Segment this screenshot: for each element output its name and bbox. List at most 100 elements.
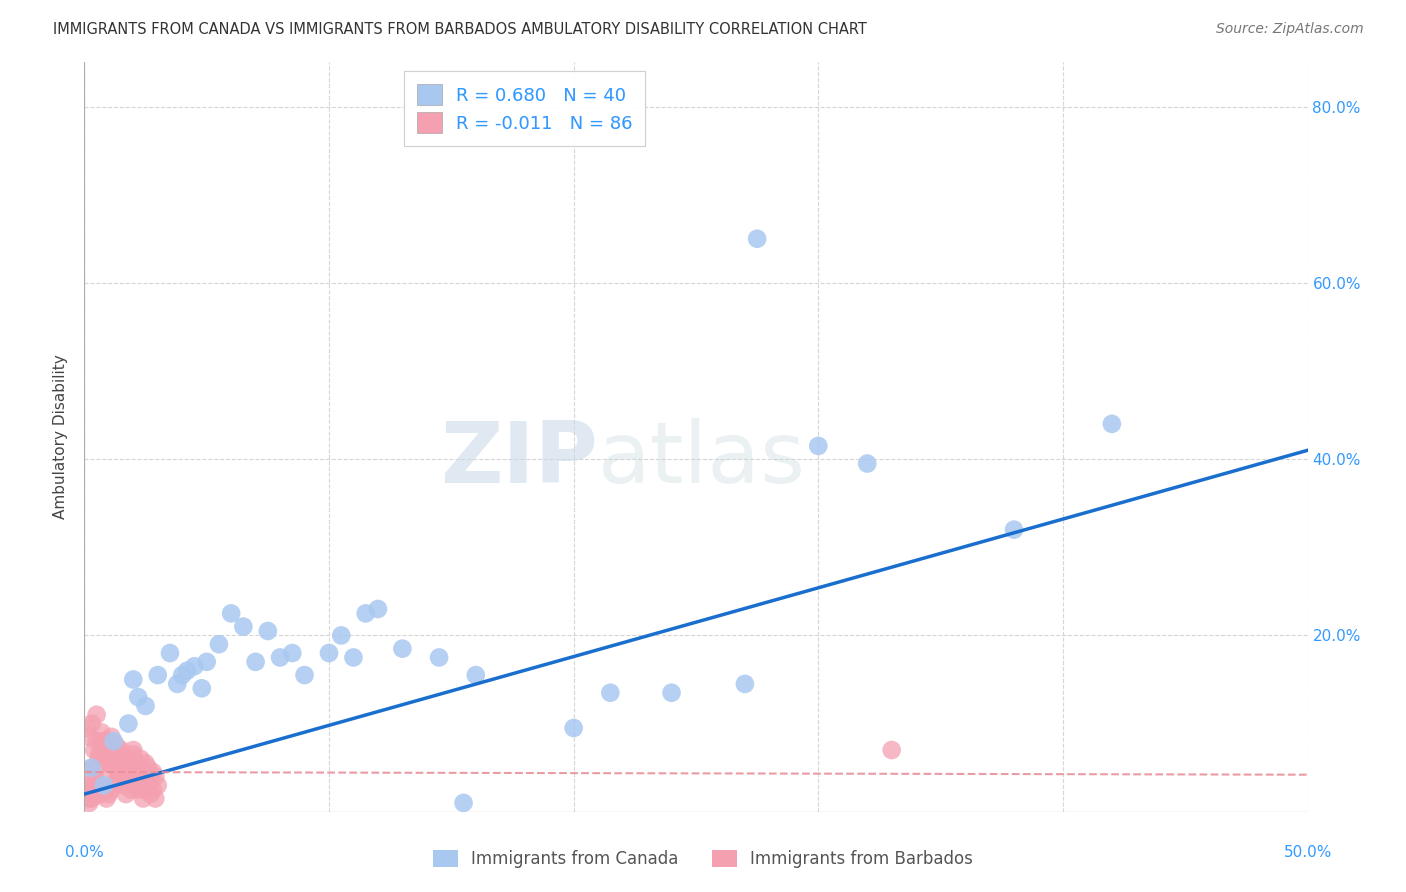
Point bbox=[127, 782, 149, 797]
Point bbox=[100, 782, 122, 797]
Point bbox=[117, 752, 139, 766]
Text: 50.0%: 50.0% bbox=[1284, 846, 1331, 861]
Point bbox=[86, 734, 108, 748]
Point bbox=[136, 778, 159, 792]
Point bbox=[120, 782, 142, 797]
Point bbox=[747, 232, 769, 246]
Point bbox=[232, 619, 254, 633]
Y-axis label: Ambulatory Disability: Ambulatory Disability bbox=[53, 355, 69, 519]
Point bbox=[83, 743, 105, 757]
Point bbox=[77, 796, 100, 810]
Point bbox=[77, 730, 100, 744]
Point bbox=[73, 782, 96, 797]
Point bbox=[77, 787, 100, 801]
Point bbox=[86, 773, 108, 788]
Point bbox=[562, 721, 585, 735]
Point bbox=[96, 752, 118, 766]
Point bbox=[83, 787, 105, 801]
Point bbox=[661, 686, 683, 700]
Point bbox=[100, 730, 122, 744]
Point bbox=[117, 752, 139, 766]
Point bbox=[856, 457, 879, 471]
Point bbox=[183, 659, 205, 673]
Point bbox=[117, 773, 139, 788]
Point bbox=[1101, 417, 1123, 431]
Point bbox=[107, 769, 129, 783]
Point bbox=[427, 650, 450, 665]
Point bbox=[120, 769, 142, 783]
Point bbox=[80, 769, 103, 783]
Point bbox=[110, 765, 132, 780]
Point bbox=[318, 646, 340, 660]
Point bbox=[367, 602, 389, 616]
Point bbox=[110, 747, 132, 762]
Point bbox=[93, 782, 115, 797]
Point bbox=[269, 650, 291, 665]
Point bbox=[86, 707, 108, 722]
Point bbox=[120, 765, 142, 780]
Point bbox=[76, 721, 98, 735]
Point bbox=[115, 787, 138, 801]
Text: atlas: atlas bbox=[598, 418, 806, 501]
Text: IMMIGRANTS FROM CANADA VS IMMIGRANTS FROM BARBADOS AMBULATORY DISABILITY CORRELA: IMMIGRANTS FROM CANADA VS IMMIGRANTS FRO… bbox=[53, 22, 868, 37]
Point bbox=[80, 782, 103, 797]
Legend: Immigrants from Canada, Immigrants from Barbados: Immigrants from Canada, Immigrants from … bbox=[426, 843, 980, 875]
Point bbox=[176, 664, 198, 678]
Point bbox=[125, 778, 148, 792]
Point bbox=[142, 782, 165, 797]
Point bbox=[103, 752, 125, 766]
Point bbox=[93, 778, 115, 792]
Point bbox=[97, 787, 120, 801]
Point bbox=[143, 769, 166, 783]
Point bbox=[86, 761, 108, 775]
Point bbox=[208, 637, 231, 651]
Point bbox=[159, 646, 181, 660]
Point bbox=[146, 778, 169, 792]
Point bbox=[354, 607, 377, 621]
Point bbox=[146, 668, 169, 682]
Point bbox=[122, 769, 145, 783]
Point bbox=[122, 743, 145, 757]
Point bbox=[115, 769, 138, 783]
Point bbox=[80, 761, 103, 775]
Point bbox=[87, 778, 110, 792]
Point bbox=[122, 747, 145, 762]
Point bbox=[83, 778, 105, 792]
Point bbox=[135, 782, 157, 797]
Point bbox=[139, 769, 162, 783]
Point bbox=[97, 769, 120, 783]
Point bbox=[129, 778, 152, 792]
Point bbox=[107, 761, 129, 775]
Point bbox=[807, 439, 830, 453]
Point bbox=[135, 756, 157, 771]
Point bbox=[330, 628, 353, 642]
Point bbox=[219, 607, 242, 621]
Point bbox=[734, 677, 756, 691]
Point bbox=[112, 778, 135, 792]
Point bbox=[122, 673, 145, 687]
Point bbox=[195, 655, 218, 669]
Point bbox=[172, 668, 194, 682]
Point bbox=[136, 761, 159, 775]
Point bbox=[135, 698, 157, 713]
Point bbox=[166, 677, 188, 691]
Point bbox=[112, 756, 135, 771]
Point bbox=[129, 752, 152, 766]
Point bbox=[80, 761, 103, 775]
Point bbox=[76, 778, 98, 792]
Point bbox=[76, 787, 98, 801]
Point bbox=[125, 756, 148, 771]
Point bbox=[87, 747, 110, 762]
Point bbox=[93, 739, 115, 753]
Point bbox=[97, 756, 120, 771]
Point bbox=[245, 655, 267, 669]
Point bbox=[132, 791, 155, 805]
Point bbox=[103, 734, 125, 748]
Point bbox=[599, 686, 621, 700]
Point bbox=[453, 796, 475, 810]
Point bbox=[93, 743, 115, 757]
Point bbox=[103, 778, 125, 792]
Point bbox=[294, 668, 316, 682]
Point bbox=[143, 791, 166, 805]
Point bbox=[257, 624, 280, 638]
